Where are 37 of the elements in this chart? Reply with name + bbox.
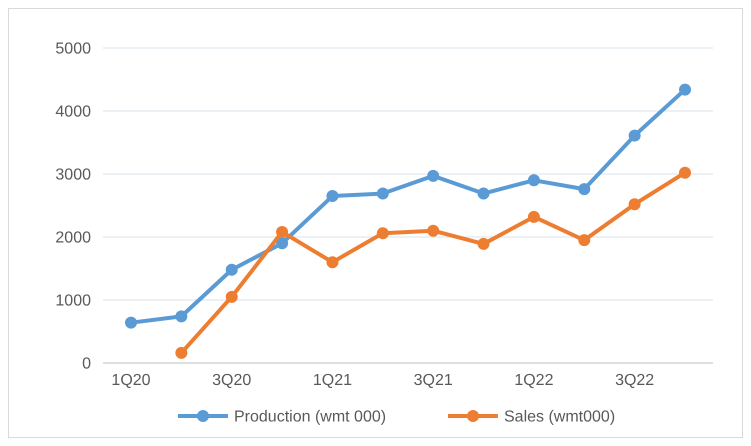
x-tick-label: 3Q22 bbox=[615, 372, 654, 389]
y-tick-label: 4000 bbox=[55, 104, 92, 121]
point bbox=[578, 234, 590, 246]
point bbox=[326, 256, 338, 268]
point bbox=[478, 188, 490, 200]
x-tick-label: 3Q20 bbox=[212, 372, 252, 389]
point bbox=[175, 346, 188, 359]
legend-label: Production (wmt 000) bbox=[234, 408, 386, 426]
point bbox=[478, 238, 490, 250]
point bbox=[427, 170, 440, 182]
point bbox=[427, 224, 440, 237]
point bbox=[276, 226, 288, 238]
point bbox=[679, 166, 691, 179]
point bbox=[226, 290, 238, 303]
y-tick-label: 0 bbox=[82, 356, 92, 373]
point bbox=[175, 310, 188, 322]
point bbox=[326, 190, 338, 202]
point bbox=[226, 264, 238, 276]
x-tick-label: 1Q22 bbox=[514, 372, 554, 389]
point bbox=[376, 188, 389, 200]
point bbox=[528, 174, 540, 186]
point bbox=[125, 316, 137, 329]
legend-label: Sales (wmt000) bbox=[504, 408, 616, 426]
point bbox=[376, 227, 389, 240]
y-tick-label: 2000 bbox=[55, 230, 92, 247]
x-tick-label: 1Q20 bbox=[111, 372, 151, 389]
point bbox=[276, 237, 288, 250]
y-tick-label: 5000 bbox=[55, 40, 92, 58]
point bbox=[578, 183, 590, 196]
point bbox=[628, 198, 641, 210]
y-tick-label: 1000 bbox=[55, 292, 92, 310]
point bbox=[679, 84, 691, 96]
x-tick-label: 1Q21 bbox=[312, 372, 352, 389]
x-tick-label: 3Q21 bbox=[414, 372, 453, 389]
point bbox=[628, 130, 641, 142]
y-tick-label: 3000 bbox=[55, 166, 92, 184]
point bbox=[528, 210, 540, 223]
